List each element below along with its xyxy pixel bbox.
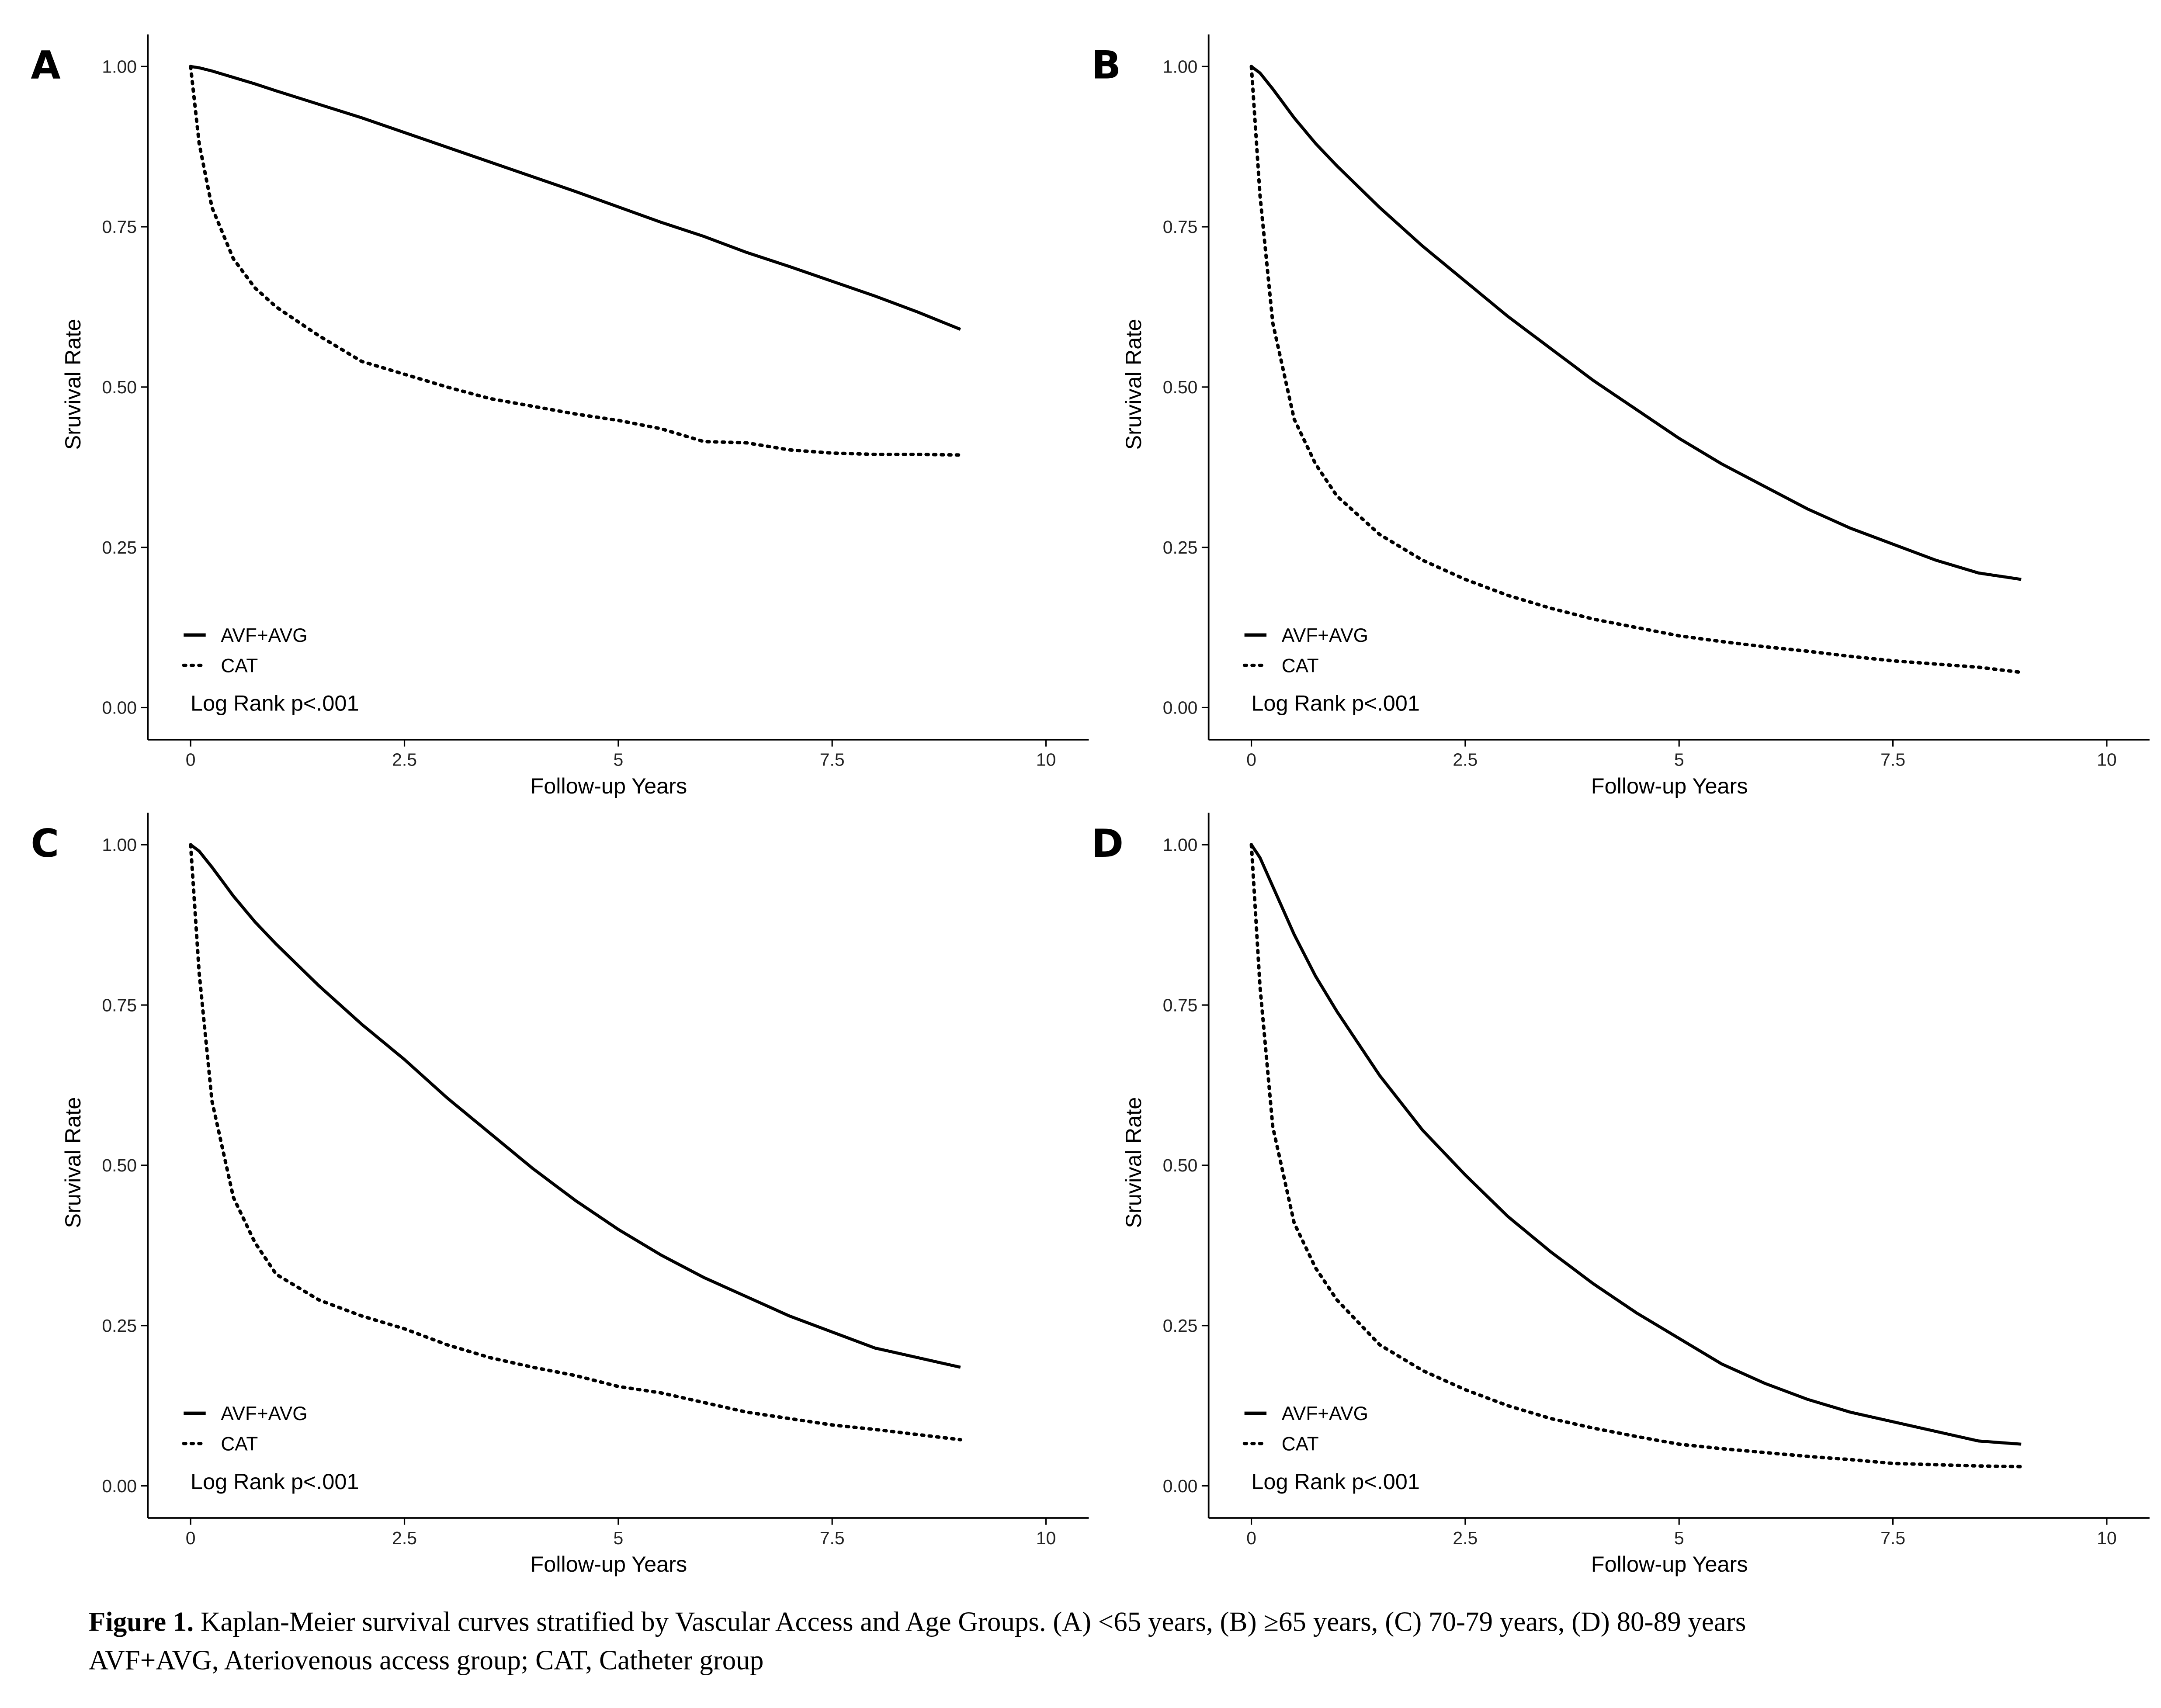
- x-tick-label: 10: [1036, 1528, 1056, 1548]
- y-axis-title: Sruvival Rate: [60, 319, 85, 450]
- x-axis-title: Follow-up Years: [530, 773, 687, 798]
- x-tick-label: 10: [2097, 1528, 2117, 1548]
- y-tick-label: 1.00: [1163, 835, 1198, 855]
- legend-label: CAT: [221, 655, 258, 676]
- annotation: Log Rank p<.001: [191, 1469, 359, 1494]
- x-tick-label: 7.5: [1880, 1528, 1905, 1548]
- x-axis-title: Follow-up Years: [530, 1552, 687, 1576]
- x-tick-label: 5: [613, 1528, 623, 1548]
- x-axis-title: Follow-up Years: [1591, 773, 1748, 798]
- panel-label: B: [1092, 43, 1121, 88]
- survival-curve: [1249, 843, 2023, 1469]
- x-tick-label: 2.5: [1453, 750, 1478, 770]
- y-tick-label: 0.25: [1163, 537, 1198, 558]
- x-tick-label: 0: [1246, 1528, 1256, 1548]
- legend-label: AVF+AVG: [1282, 1403, 1368, 1424]
- y-tick-label: 0.25: [1163, 1316, 1198, 1336]
- y-axis-title: Sruvival Rate: [1121, 319, 1146, 450]
- survival-curve: [1249, 65, 2023, 674]
- legend-label: CAT: [1282, 1433, 1319, 1455]
- x-tick-label: 5: [613, 750, 623, 770]
- y-tick-label: 1.00: [102, 56, 137, 76]
- survival-curve: [1250, 65, 2022, 581]
- survival-curve: [190, 65, 961, 331]
- y-tick-label: 0.00: [102, 1476, 137, 1496]
- y-tick-label: 1.00: [102, 835, 137, 855]
- survival-curve: [189, 843, 962, 1441]
- x-tick-label: 10: [1036, 750, 1056, 770]
- panel-label: D: [1092, 821, 1124, 866]
- legend-label: AVF+AVG: [1282, 625, 1368, 646]
- y-axis-title: Sruvival Rate: [60, 1097, 85, 1228]
- x-tick-label: 5: [1674, 1528, 1684, 1548]
- legend-label: AVF+AVG: [221, 1403, 307, 1424]
- annotation: Log Rank p<.001: [1251, 1469, 1419, 1494]
- annotation: Log Rank p<.001: [1251, 691, 1419, 716]
- x-tick-label: 0: [186, 1528, 196, 1548]
- caption-text: Kaplan-Meier survival curves stratified …: [194, 1606, 1746, 1637]
- y-tick-label: 0.00: [1163, 698, 1198, 718]
- x-axis-title: Follow-up Years: [1591, 1552, 1748, 1576]
- y-tick-label: 0.00: [1163, 1476, 1198, 1496]
- x-tick-label: 10: [2097, 750, 2117, 770]
- y-tick-label: 0.75: [102, 217, 137, 237]
- survival-curve: [190, 843, 961, 1369]
- caption-label: Figure 1.: [89, 1606, 194, 1637]
- y-tick-label: 0.50: [1163, 1155, 1198, 1175]
- legend-label: AVF+AVG: [221, 625, 307, 646]
- x-tick-label: 0: [1246, 750, 1256, 770]
- survival-curve: [189, 65, 962, 457]
- x-tick-label: 7.5: [1880, 750, 1905, 770]
- y-tick-label: 0.00: [102, 698, 137, 718]
- x-tick-label: 2.5: [392, 750, 417, 770]
- y-tick-label: 1.00: [1163, 56, 1198, 76]
- legend-label: CAT: [221, 1433, 258, 1455]
- panel: D 0.00 0.25 0.50 0.75 1.00 0 2.5 5 7.5 10 Follow-up…: [1092, 812, 2150, 1576]
- caption-line: Figure 1. Kaplan-Meier survival curves s…: [89, 1606, 1746, 1637]
- y-tick-label: 0.25: [102, 1316, 137, 1336]
- x-tick-label: 7.5: [820, 1528, 845, 1548]
- y-tick-label: 0.25: [102, 537, 137, 558]
- y-tick-label: 0.75: [102, 995, 137, 1015]
- panel: A 0.00 0.25 0.50 0.75 1.00 0 2.5 5 7.5 10 Follow-up…: [31, 34, 1089, 798]
- panel-label: A: [31, 43, 60, 88]
- x-tick-label: 2.5: [1453, 1528, 1478, 1548]
- caption-line: AVF+AVG, Ateriovenous access group; CAT,…: [89, 1645, 764, 1676]
- x-tick-label: 7.5: [820, 750, 845, 770]
- y-tick-label: 0.50: [102, 377, 137, 397]
- y-axis-title: Sruvival Rate: [1121, 1097, 1146, 1228]
- y-tick-label: 0.75: [1163, 217, 1198, 237]
- annotation: Log Rank p<.001: [191, 691, 359, 716]
- x-tick-label: 5: [1674, 750, 1684, 770]
- y-tick-label: 0.50: [102, 1155, 137, 1175]
- panel: C 0.00 0.25 0.50 0.75 1.00 0 2.5 5 7.5 10 Follow-up…: [31, 812, 1089, 1576]
- x-tick-label: 2.5: [392, 1528, 417, 1548]
- panel: B 0.00 0.25 0.50 0.75 1.00 0 2.5 5 7.5 10 Follow-up…: [1092, 34, 2150, 798]
- y-tick-label: 0.50: [1163, 377, 1198, 397]
- y-tick-label: 0.75: [1163, 995, 1198, 1015]
- x-tick-label: 0: [186, 750, 196, 770]
- panel-label: C: [31, 821, 59, 866]
- legend-label: CAT: [1282, 655, 1319, 676]
- survival-curve: [1250, 844, 2022, 1446]
